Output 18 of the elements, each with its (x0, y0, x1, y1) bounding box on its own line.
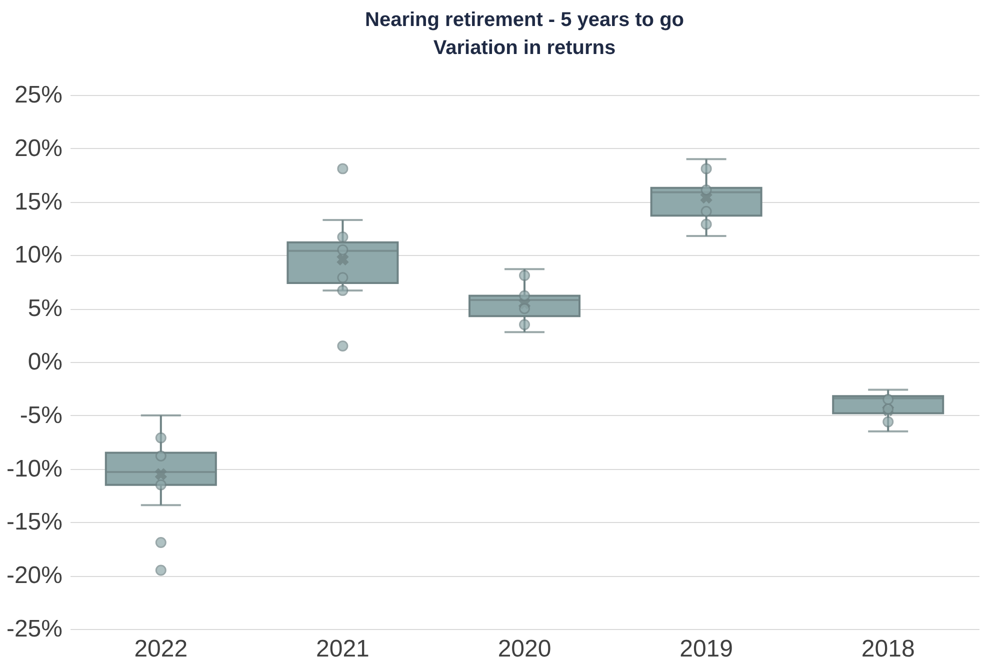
chart-subtitle: Variation in returns (433, 37, 616, 59)
y-tick-label: -25% (6, 616, 62, 642)
y-tick-label: 25% (14, 82, 62, 108)
y-tick-label: 10% (14, 242, 62, 269)
y-tick-label: -15% (6, 508, 62, 536)
y-tick-label: 5% (28, 295, 62, 322)
x-tick-label: 2018 (861, 636, 915, 662)
chart-title: Nearing retirement - 5 years to go (365, 9, 684, 31)
y-tick-label: -20% (6, 562, 62, 590)
x-tick-label: 2020 (498, 636, 552, 662)
y-tick-label: -10% (6, 455, 62, 482)
y-tick-label: -5% (20, 402, 62, 429)
x-tick-label: 2021 (316, 636, 370, 662)
y-tick-label: 0% (28, 348, 62, 376)
x-tick-label: 2022 (134, 636, 188, 662)
y-tick-label: 15% (14, 188, 62, 216)
x-tick-label: 2019 (680, 636, 733, 662)
y-tick-label: 20% (14, 134, 62, 162)
